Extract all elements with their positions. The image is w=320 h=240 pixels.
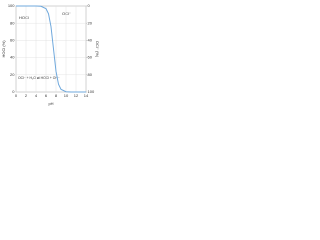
y2-tick-label: 100 — [88, 89, 95, 94]
x-tick-label: 0 — [15, 93, 18, 98]
annotation: OCl⁻ — [62, 11, 71, 16]
y-tick-label: 0 — [12, 89, 15, 94]
annotation: OCl⁻ + H₂O ⇌ HOCl + OH⁻ — [18, 76, 60, 80]
x-tick-label: 10 — [64, 93, 69, 98]
y2-tick-label: 40 — [88, 37, 93, 42]
annotation: HOCl — [19, 15, 29, 20]
y-tick-label: 40 — [10, 55, 15, 60]
x-tick-label: 4 — [35, 93, 38, 98]
y-axis-label: HOCl (%) — [1, 40, 6, 58]
page: HOCl (%) OCl⁻ (%) pH HOCl OCl⁻ OCl⁻ + H₂… — [0, 0, 320, 108]
y-tick-label: 80 — [10, 20, 15, 25]
series-line — [16, 5, 86, 93]
x-tick-label: 2 — [25, 93, 28, 98]
y2-tick-label: 0 — [88, 3, 91, 8]
x-tick-label: 8 — [55, 93, 58, 98]
x-axis-label: pH — [48, 101, 53, 106]
x-tick-label: 12 — [74, 93, 79, 98]
y2-tick-label: 80 — [88, 72, 93, 77]
x-tick-label: 6 — [45, 93, 48, 98]
y2-axis-label: OCl⁻ (%) — [95, 41, 100, 58]
chart: HOCl (%) OCl⁻ (%) pH HOCl OCl⁻ OCl⁻ + H₂… — [1, 3, 100, 106]
x-tick-label: 14 — [84, 93, 89, 98]
y2-tick-label: 20 — [88, 20, 93, 25]
y-tick-label: 20 — [10, 72, 15, 77]
y-tick-label: 60 — [10, 37, 15, 42]
y-tick-label: 100 — [8, 3, 15, 8]
y2-tick-label: 60 — [88, 55, 93, 60]
